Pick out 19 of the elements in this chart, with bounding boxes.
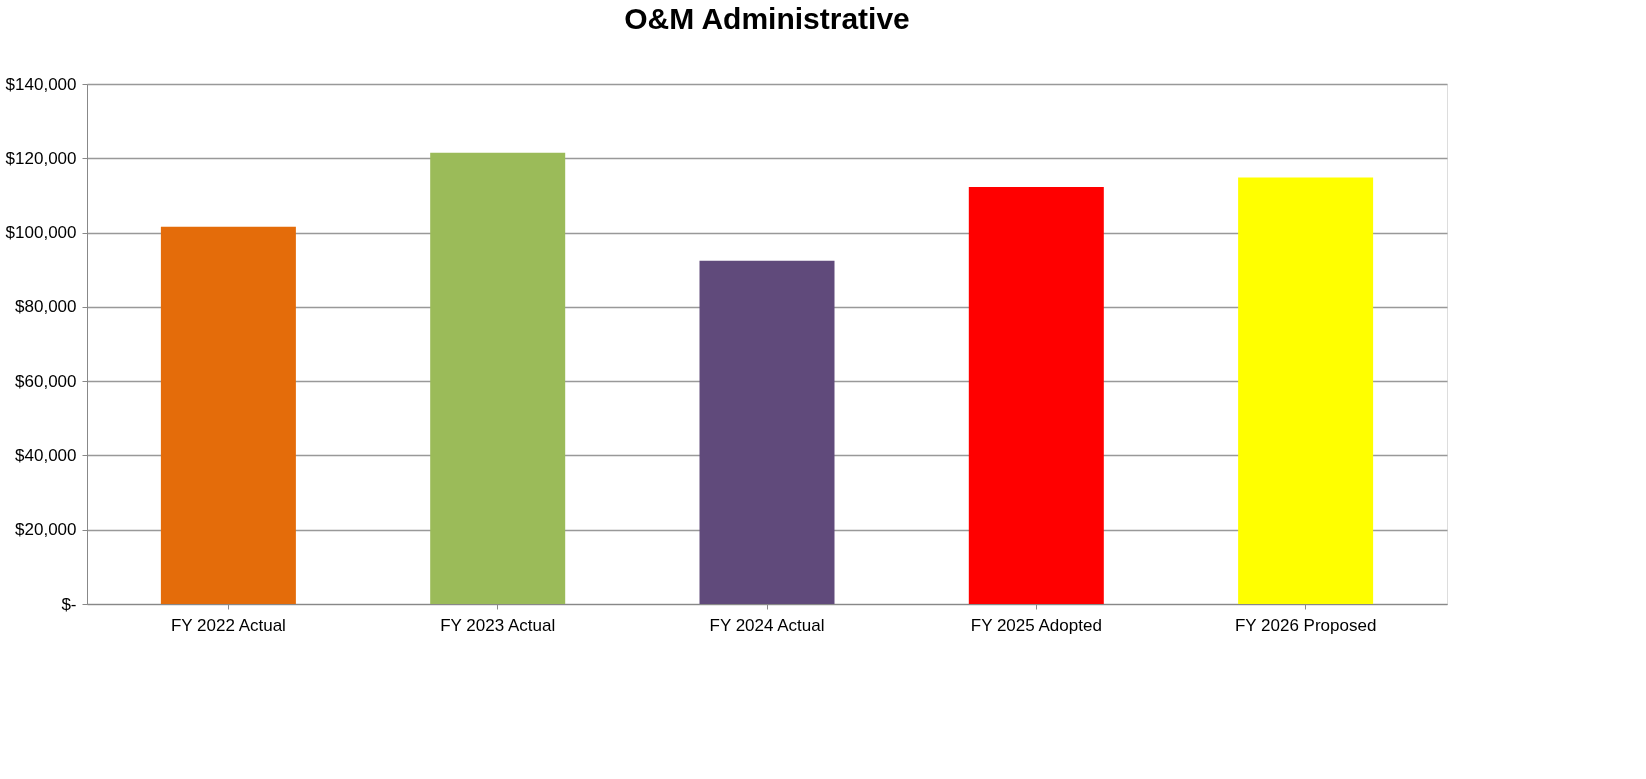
bar	[1238, 177, 1374, 604]
chart-title: O&M Administrative	[624, 2, 910, 35]
y-tick-label: $20,000	[15, 520, 77, 540]
y-tick-label: $40,000	[15, 445, 77, 465]
y-tick-label: $100,000	[5, 223, 77, 243]
y-tick-label: $120,000	[5, 148, 77, 168]
y-tick-label: $-	[61, 594, 77, 614]
x-tick-label: FY 2025 Adopted	[970, 615, 1102, 635]
x-tick-label: FY 2022 Actual	[170, 615, 286, 635]
y-tick-label: $80,000	[15, 297, 77, 317]
bar	[430, 152, 566, 604]
y-tick-label: $60,000	[15, 371, 77, 391]
x-tick-label: FY 2026 Proposed	[1234, 615, 1377, 635]
bar	[968, 186, 1104, 604]
bar	[699, 260, 835, 604]
x-tick-label: FY 2024 Actual	[709, 615, 825, 635]
x-tick-label: FY 2023 Actual	[440, 615, 556, 635]
y-tick-label: $140,000	[5, 74, 77, 94]
bar	[160, 226, 296, 604]
